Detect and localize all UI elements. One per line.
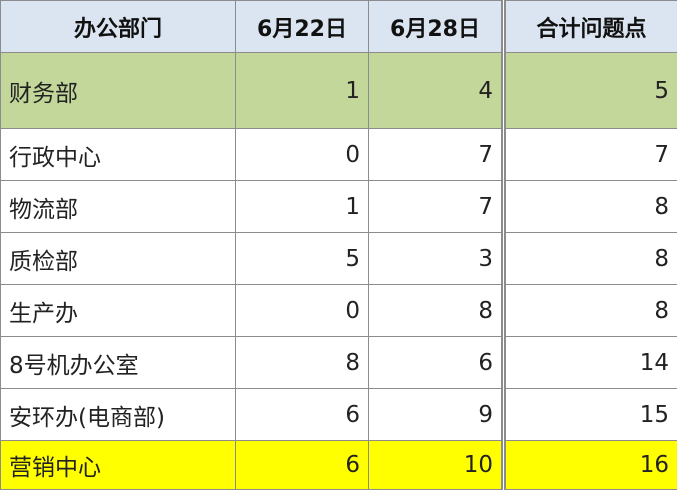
table-row: 8号机办公室 8 6 14 [0,336,677,389]
department-cell: 安环办(电商部) [0,388,236,441]
department-cell: 财务部 [0,52,236,129]
count-cell: 14 [501,336,677,389]
count-cell: 8 [368,284,504,337]
count-cell: 8 [501,180,677,233]
count-cell: 4 [368,52,504,129]
table-row: 安环办(电商部) 6 9 15 [0,388,677,441]
count-cell: 5 [235,232,369,285]
count-cell: 0 [235,284,369,337]
count-cell: 7 [501,128,677,181]
count-cell: 1 [235,180,369,233]
count-cell: 6 [368,336,504,389]
header-cell: 6月22日 [235,0,369,53]
table-row: 财务部 1 4 5 [0,52,677,129]
count-cell: 5 [501,52,677,129]
department-cell: 营销中心 [0,440,236,490]
count-cell: 3 [368,232,504,285]
table-body: 财务部 1 4 5 行政中心 0 7 7 物流部 1 7 8 质检部 5 3 8 生产办 0 8 8 8号机办公室 8 6 1… [0,52,677,490]
department-cell: 物流部 [0,180,236,233]
count-cell: 8 [501,284,677,337]
count-cell: 8 [235,336,369,389]
department-cell: 行政中心 [0,128,236,181]
department-cell: 生产办 [0,284,236,337]
count-cell: 8 [501,232,677,285]
count-cell: 10 [368,440,504,490]
table-row: 物流部 1 7 8 [0,180,677,233]
header-cell: 6月28日 [368,0,504,53]
department-cell: 8号机办公室 [0,336,236,389]
table-row: 营销中心 6 10 16 [0,440,677,490]
header-cell: 合计问题点 [501,0,677,53]
count-cell: 6 [235,440,369,490]
count-cell: 1 [235,52,369,129]
count-cell: 15 [501,388,677,441]
count-cell: 7 [368,128,504,181]
count-cell: 16 [501,440,677,490]
count-cell: 6 [235,388,369,441]
table-row: 生产办 0 8 8 [0,284,677,337]
department-cell: 质检部 [0,232,236,285]
header-row: 办公部门 6月22日 6月28日 合计问题点 [0,0,677,53]
table-row: 质检部 5 3 8 [0,232,677,285]
count-cell: 0 [235,128,369,181]
header-cell: 办公部门 [0,0,236,53]
table-row: 行政中心 0 7 7 [0,128,677,181]
count-cell: 9 [368,388,504,441]
count-cell: 7 [368,180,504,233]
